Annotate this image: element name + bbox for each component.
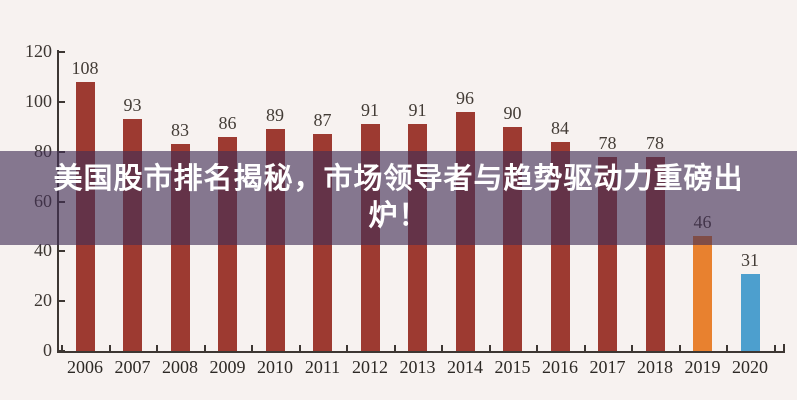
x-tick-label-2016: 2016 bbox=[542, 357, 578, 377]
x-tick-mark bbox=[298, 345, 301, 351]
y-tick-label-40: 40 bbox=[34, 240, 52, 261]
x-tick-mark bbox=[108, 345, 111, 351]
x-tick-mark bbox=[488, 345, 491, 351]
x-tick-label-2006: 2006 bbox=[67, 357, 103, 377]
y-tick-mark bbox=[59, 250, 65, 253]
x-tick-mark bbox=[441, 345, 444, 351]
y-tick-label-120: 120 bbox=[25, 41, 52, 62]
x-tick-label-2008: 2008 bbox=[162, 357, 198, 377]
value-label-2008: 83 bbox=[171, 120, 189, 140]
y-tick-mark bbox=[59, 101, 65, 103]
x-tick-mark bbox=[536, 345, 539, 351]
value-label-2013: 91 bbox=[408, 100, 427, 120]
y-tick-label-0: 0 bbox=[43, 340, 52, 360]
value-label-2007: 93 bbox=[123, 95, 142, 115]
value-label-2010: 89 bbox=[266, 105, 284, 125]
x-tick-label-2020: 2020 bbox=[732, 357, 768, 377]
bar-2019 bbox=[693, 236, 712, 351]
value-label-2011: 87 bbox=[313, 110, 332, 130]
x-tick-mark bbox=[251, 345, 254, 351]
x-tick-mark bbox=[346, 345, 349, 351]
x-tick-mark bbox=[583, 345, 586, 351]
x-tick-label-2010: 2010 bbox=[257, 357, 293, 377]
x-tick-label-2011: 2011 bbox=[304, 357, 341, 377]
x-tick-mark bbox=[631, 345, 634, 351]
y-tick-label-20: 20 bbox=[34, 290, 52, 311]
x-tick-label-2007: 2007 bbox=[114, 357, 151, 377]
x-tick-label-2014: 2014 bbox=[447, 357, 483, 377]
x-tick-mark bbox=[393, 345, 396, 351]
x-tick-mark bbox=[726, 345, 729, 351]
x-axis-end-tick bbox=[783, 344, 785, 353]
x-tick-label-2018: 2018 bbox=[637, 357, 673, 377]
value-label-2012: 91 bbox=[361, 100, 379, 120]
x-tick-label-2015: 2015 bbox=[494, 357, 531, 377]
value-label-2018: 78 bbox=[646, 133, 664, 153]
x-tick-mark bbox=[203, 345, 206, 351]
y-tick-mark bbox=[59, 350, 65, 352]
y-tick-mark bbox=[59, 300, 65, 303]
x-tick-mark bbox=[773, 345, 776, 351]
x-tick-mark bbox=[678, 345, 681, 351]
value-label-2017: 78 bbox=[598, 133, 617, 153]
value-label-2014: 96 bbox=[456, 88, 474, 108]
y-tick-label-100: 100 bbox=[25, 91, 52, 111]
headline-line-2: 炉！ bbox=[368, 200, 429, 232]
x-tick-label-2017: 2017 bbox=[589, 357, 626, 377]
x-tick-label-2013: 2013 bbox=[399, 357, 436, 377]
bar-2020 bbox=[740, 274, 760, 351]
x-tick-label-2009: 2009 bbox=[209, 357, 246, 377]
value-label-2020: 31 bbox=[741, 250, 759, 270]
value-label-2016: 84 bbox=[551, 118, 569, 138]
x-tick-mark bbox=[61, 345, 64, 351]
x-tick-label-2012: 2012 bbox=[352, 357, 388, 377]
headline-line-1: 美国股市排名揭秘，市场领导者与趋势驱动力重磅出 bbox=[53, 163, 744, 195]
value-label-2006: 108 bbox=[71, 58, 99, 78]
y-tick-mark bbox=[59, 51, 65, 54]
headline-banner: 美国股市排名揭秘，市场领导者与趋势驱动力重磅出 炉！ bbox=[0, 151, 797, 245]
x-tick-mark bbox=[156, 345, 159, 351]
value-label-2009: 86 bbox=[218, 113, 237, 133]
x-tick-label-2019: 2019 bbox=[684, 357, 721, 377]
value-label-2015: 90 bbox=[503, 103, 522, 123]
x-axis-line bbox=[57, 351, 785, 353]
